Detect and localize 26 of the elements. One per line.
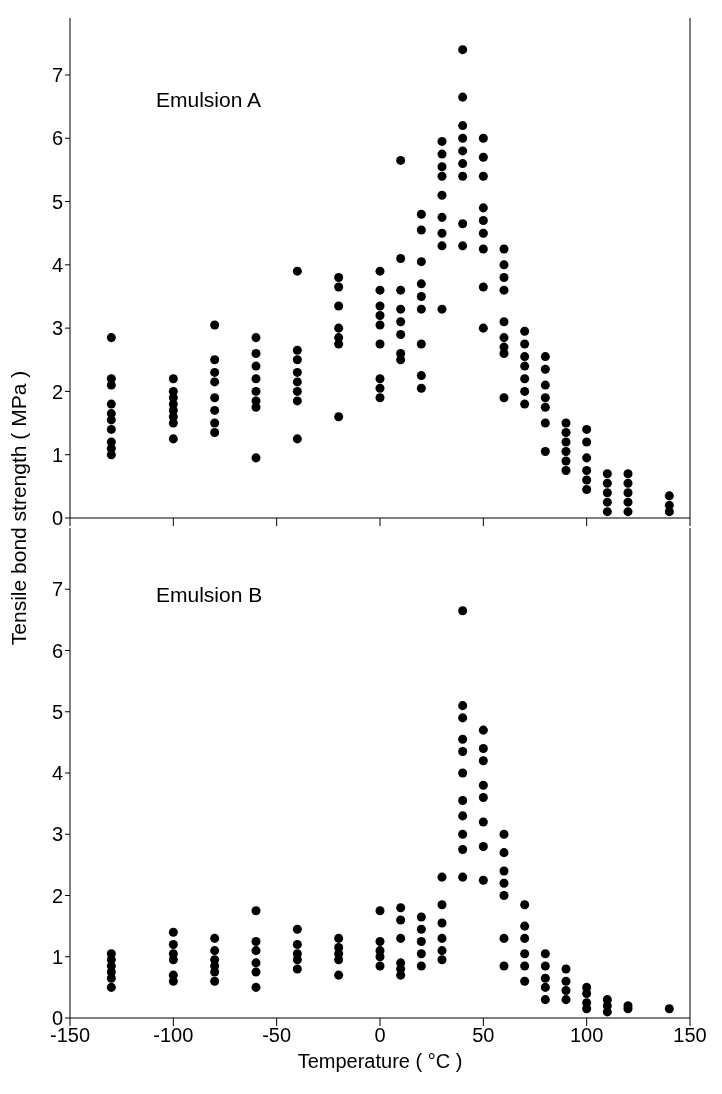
x-tick-label: -50	[262, 1024, 292, 1047]
y-tick-label: 0	[51, 507, 63, 530]
y-tick-label: 1	[51, 945, 63, 968]
x-tick-label: -150	[49, 1024, 91, 1047]
y-tick-label: 6	[51, 639, 63, 662]
y-axis-title: Tensile bond strength ( MPa )	[7, 370, 31, 646]
y-tick-label: 2	[51, 884, 63, 907]
y-tick-label: 7	[51, 578, 63, 601]
y-tick-label: 4	[51, 253, 63, 276]
y-tick-label: 3	[51, 317, 63, 340]
y-tick-label: 2	[51, 380, 63, 403]
x-axis-title: Temperature ( °C )	[297, 1050, 463, 1072]
x-tick-label: 0	[374, 1024, 386, 1047]
y-tick-label: 1	[51, 443, 63, 466]
y-tick-label: 5	[51, 190, 63, 213]
y-tick-label: 6	[51, 127, 63, 150]
annotation: Emulsion A	[156, 88, 262, 112]
x-tick-label: 100	[569, 1024, 604, 1047]
x-tick-label: 150	[673, 1024, 707, 1047]
y-tick-label: 7	[51, 64, 63, 87]
y-tick-label: 5	[51, 700, 63, 723]
y-tick-label: 4	[51, 762, 63, 785]
y-tick-label: 3	[51, 823, 63, 846]
x-tick-label: -100	[153, 1024, 194, 1047]
annotation: Emulsion B	[156, 583, 263, 607]
x-tick-label: 50	[472, 1024, 495, 1047]
